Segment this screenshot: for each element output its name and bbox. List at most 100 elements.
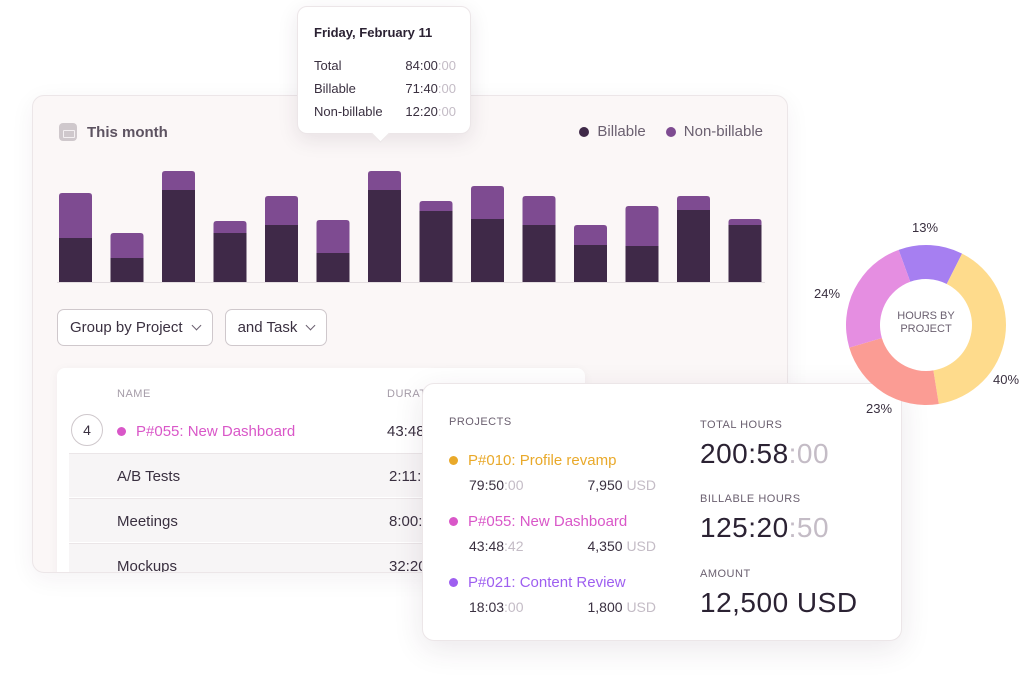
bar-billable[interactable]: [677, 210, 710, 282]
total-hours-main: 200:58: [700, 438, 789, 469]
summary-project-amount: 1,800 USD: [588, 599, 657, 615]
duration-seconds: :42: [504, 538, 524, 554]
bar-non-billable[interactable]: [522, 196, 556, 225]
bar-group[interactable]: [110, 233, 144, 282]
bar-non-billable[interactable]: [316, 220, 350, 253]
bar-billable[interactable]: [162, 190, 195, 282]
tooltip-value-main: 12:20: [405, 104, 438, 119]
bar-group[interactable]: [265, 196, 298, 282]
legend-label-billable: Billable: [597, 123, 646, 140]
donut-slice[interactable]: [846, 249, 911, 348]
task-name: Meetings: [117, 513, 178, 530]
summary-project-duration: 18:03:00: [469, 599, 524, 615]
bar-non-billable[interactable]: [625, 206, 659, 246]
tooltip-value-seconds: :00: [437, 58, 456, 73]
summary-project-name[interactable]: P#021: Content Review: [449, 574, 626, 591]
task-name: Mockups: [117, 558, 178, 573]
tooltip-value: 84:00:00: [405, 58, 456, 73]
bar-non-billable[interactable]: [110, 233, 144, 258]
bar-non-billable[interactable]: [728, 219, 762, 225]
hours-by-project-donut: HOURS BY PROJECT 13% 40% 23% 24%: [810, 200, 1024, 420]
legend-dot-billable: [579, 126, 590, 137]
task-name: A/B Tests: [117, 468, 181, 485]
bar-group[interactable]: [574, 225, 607, 282]
bar-group[interactable]: [419, 201, 453, 282]
bar-non-billable[interactable]: [574, 225, 607, 245]
project-duration: 43:48: [387, 423, 425, 440]
chevron-down-icon: [191, 320, 202, 331]
project-name-label: P#055: New Dashboard: [136, 423, 296, 440]
tooltip-value-seconds: :00: [437, 81, 456, 96]
bar-group[interactable]: [471, 186, 504, 282]
task-count-badge[interactable]: 4: [71, 414, 103, 446]
group-by-label: Group by Project: [70, 319, 183, 336]
legend-item-non-billable: Non-billable: [665, 123, 763, 140]
bar-tooltip: Friday, February 11 Total 84:00:00 Billa…: [297, 6, 471, 134]
card-header: This month: [59, 123, 168, 141]
project-color-dot: [117, 427, 126, 436]
summary-project-amount: 7,950 USD: [588, 477, 657, 493]
summary-project-label: P#010: Profile revamp: [468, 452, 617, 469]
bar-group[interactable]: [162, 171, 195, 282]
bar-non-billable[interactable]: [265, 196, 298, 225]
bar-non-billable[interactable]: [162, 171, 195, 190]
donut-slice[interactable]: [898, 245, 963, 284]
group-by-project-dropdown[interactable]: Group by Project: [57, 309, 213, 346]
project-color-dot: [449, 578, 458, 587]
bar-group[interactable]: [316, 220, 350, 282]
and-task-label: and Task: [237, 319, 298, 336]
bar-billable[interactable]: [625, 246, 659, 282]
donut-slice[interactable]: [933, 253, 1006, 404]
bar-billable[interactable]: [316, 253, 350, 282]
bar-billable[interactable]: [522, 225, 556, 282]
tooltip-row-non-billable: Non-billable 12:20:00: [314, 104, 456, 119]
chevron-down-icon: [305, 320, 316, 331]
bar-group[interactable]: [728, 219, 762, 282]
bar-billable[interactable]: [574, 245, 607, 282]
chart-baseline: [57, 282, 765, 283]
billable-hours-label: BILLABLE HOURS: [700, 493, 801, 505]
billable-hours-seconds: :50: [788, 512, 830, 543]
chart-legend: Billable Non-billable: [579, 123, 763, 140]
bar-group[interactable]: [625, 206, 659, 282]
bar-billable[interactable]: [110, 258, 144, 282]
amount-total-value: 12,500 USD: [700, 587, 858, 618]
project-color-dot: [449, 456, 458, 465]
bar-billable[interactable]: [471, 219, 504, 282]
summary-project-name[interactable]: P#055: New Dashboard: [449, 513, 627, 530]
bar-group[interactable]: [213, 221, 247, 282]
card-title: This month: [87, 123, 168, 141]
donut-center-label-line1: HOURS BY: [897, 310, 955, 322]
donut-center-label-line2: PROJECT: [900, 323, 952, 335]
bar-non-billable[interactable]: [213, 221, 247, 233]
and-task-dropdown[interactable]: and Task: [224, 309, 328, 346]
duration-seconds: :00: [504, 477, 524, 493]
tooltip-value-main: 84:00: [405, 58, 438, 73]
total-hours-value: 200:58:00: [700, 438, 829, 470]
summary-project-label: P#055: New Dashboard: [468, 513, 628, 530]
bar-billable[interactable]: [419, 211, 453, 282]
column-header-duration: DURAT: [387, 388, 427, 400]
tooltip-value: 71:40:00: [405, 81, 456, 96]
donut-slice[interactable]: [849, 337, 939, 405]
bar-non-billable[interactable]: [471, 186, 504, 219]
billable-hours-value: 125:20:50: [700, 512, 829, 544]
summary-project-duration: 43:48:42: [469, 538, 524, 554]
bar-billable[interactable]: [368, 190, 401, 282]
bar-billable[interactable]: [59, 238, 92, 282]
table-row-project[interactable]: 4 P#055: New Dashboard 43:48: [57, 410, 585, 453]
bar-group[interactable]: [59, 193, 92, 282]
bar-non-billable[interactable]: [59, 193, 92, 238]
summary-project-name[interactable]: P#010: Profile revamp: [449, 452, 616, 469]
bar-billable[interactable]: [728, 225, 762, 282]
bar-billable[interactable]: [265, 225, 298, 282]
bar-group[interactable]: [677, 196, 710, 282]
bar-group[interactable]: [368, 171, 401, 282]
bar-non-billable[interactable]: [368, 171, 401, 190]
legend-label-non-billable: Non-billable: [683, 123, 763, 140]
bar-non-billable[interactable]: [677, 196, 710, 210]
bar-billable[interactable]: [213, 233, 247, 282]
bar-group[interactable]: [522, 196, 556, 282]
bar-non-billable[interactable]: [419, 201, 453, 211]
